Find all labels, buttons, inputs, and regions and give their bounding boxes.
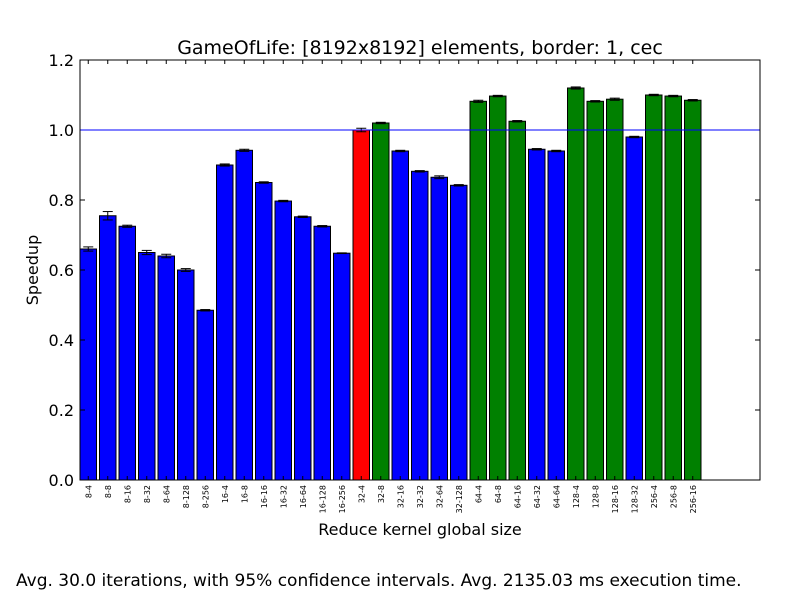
x-tick-label: 64-16	[513, 485, 522, 508]
x-tick-label: 128-4	[572, 485, 581, 508]
bar-8-128	[177, 269, 195, 481]
error-bars-group	[83, 86, 698, 312]
bar-64-8	[489, 95, 507, 481]
x-tick-label: 128-8	[591, 485, 600, 508]
bar-128-32	[625, 136, 643, 481]
bar-32-16	[391, 150, 409, 481]
y-tick-label: 0.6	[49, 261, 74, 280]
x-tick-label: 32-8	[377, 485, 386, 503]
bar-16-4	[216, 164, 234, 481]
bar-16-32	[274, 200, 292, 481]
bar-16-256	[333, 252, 351, 481]
bar-32-4	[352, 129, 370, 481]
bar-16-64	[294, 216, 312, 481]
bar-8-256	[196, 309, 214, 481]
x-tick-label: 8-4	[84, 485, 93, 498]
bar-8-64	[157, 255, 175, 481]
x-tick-label: 128-16	[611, 485, 620, 513]
x-tick-label: 256-4	[650, 485, 659, 508]
x-tick-label: 16-256	[338, 485, 347, 513]
bar-64-64	[547, 150, 565, 481]
bar-256-16	[684, 99, 702, 481]
bar-128-16	[606, 98, 624, 481]
bar-8-4	[79, 248, 97, 481]
y-axis-label: Speedup	[23, 235, 42, 305]
x-tick-label: 16-32	[279, 485, 288, 508]
bar-128-4	[567, 87, 585, 481]
x-tick-label: 256-8	[669, 485, 678, 508]
bar-8-16	[118, 225, 136, 481]
bar-64-32	[528, 148, 546, 481]
bar-16-8	[235, 149, 253, 481]
y-tick-label: 0.4	[49, 331, 74, 350]
x-tick-label: 16-16	[260, 485, 269, 508]
bar-16-128	[313, 225, 331, 481]
y-tick-label: 0.8	[49, 191, 74, 210]
x-tick-label: 256-16	[689, 485, 698, 513]
bar-32-128	[450, 184, 468, 481]
x-tick-label: 32-128	[455, 485, 464, 513]
bar-16-16	[255, 182, 273, 481]
x-tick-label: 8-8	[104, 485, 113, 498]
caption: Avg. 30.0 iterations, with 95% confidenc…	[16, 571, 742, 591]
bar-256-4	[645, 94, 663, 481]
y-tick-label: 1.0	[49, 121, 74, 140]
bar-64-16	[508, 120, 526, 481]
y-tick-label: 0.2	[49, 401, 74, 420]
x-axis-ticks: 8-4 8-8 8-16 8-32 8-64 8-128 8-256 16-4 16-8 16-1…	[84, 60, 698, 513]
x-tick-label: 8-64	[162, 485, 171, 503]
x-tick-label: 16-4	[221, 485, 230, 503]
x-tick-label: 16-8	[240, 485, 249, 503]
chart-title: GameOfLife: [8192x8192] elements, border…	[177, 37, 663, 59]
y-tick-label: 0.0	[49, 471, 74, 490]
bar-256-8	[664, 95, 682, 481]
bars-group	[79, 87, 702, 481]
x-axis-label: Reduce kernel global size	[318, 520, 522, 539]
x-tick-label: 32-64	[435, 485, 444, 508]
x-tick-label: 32-32	[416, 485, 425, 508]
bar-8-8	[99, 215, 117, 481]
bar-32-64	[430, 176, 448, 481]
bar-128-8	[586, 100, 604, 481]
x-tick-label: 16-64	[299, 485, 308, 508]
bar-32-32	[411, 170, 429, 481]
x-tick-label: 64-64	[552, 485, 561, 508]
x-tick-label: 32-4	[357, 485, 366, 503]
x-tick-label: 8-32	[143, 485, 152, 503]
y-tick-label: 1.2	[49, 51, 74, 70]
bar-32-8	[372, 122, 390, 481]
x-tick-label: 64-4	[474, 485, 483, 503]
x-tick-label: 16-128	[318, 485, 327, 513]
bar-64-4	[469, 100, 487, 481]
bar-8-32	[138, 252, 156, 481]
x-tick-label: 128-32	[630, 485, 639, 513]
x-tick-label: 8-256	[201, 485, 210, 508]
plot-frame	[79, 59, 761, 481]
x-tick-label: 64-32	[533, 485, 542, 508]
x-tick-label: 8-16	[123, 485, 132, 503]
x-tick-label: 8-128	[182, 485, 191, 508]
x-tick-label: 32-16	[396, 485, 405, 508]
x-tick-label: 64-8	[494, 485, 503, 503]
